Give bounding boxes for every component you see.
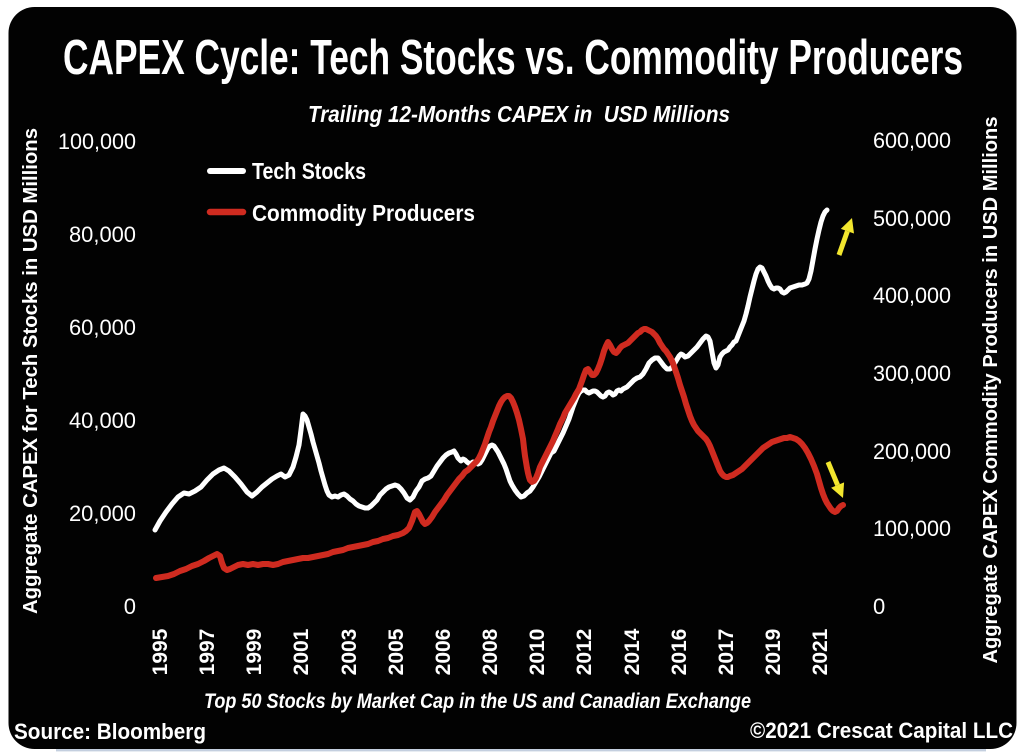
svg-text:400,000: 400,000 xyxy=(873,283,951,308)
svg-text:40,000: 40,000 xyxy=(69,408,136,433)
svg-text:©2021 Crescat Capital LLC: ©2021 Crescat Capital LLC xyxy=(750,718,1013,743)
svg-text:Top 50 Stocks by Market Cap in: Top 50 Stocks by Market Cap in the US an… xyxy=(204,690,751,713)
svg-text:100,000: 100,000 xyxy=(873,516,951,541)
svg-text:2014: 2014 xyxy=(621,628,644,675)
svg-text:200,000: 200,000 xyxy=(873,439,951,464)
svg-text:CAPEX Cycle: Tech Stocks vs. C: CAPEX Cycle: Tech Stocks vs. Commodity P… xyxy=(63,31,963,85)
svg-text:300,000: 300,000 xyxy=(873,361,951,386)
svg-text:2012: 2012 xyxy=(573,629,596,676)
svg-text:Source: Bloomberg: Source: Bloomberg xyxy=(14,719,206,744)
svg-text:Aggregate CAPEX for Tech Stock: Aggregate CAPEX for Tech Stocks in USD M… xyxy=(20,128,42,614)
svg-text:20,000: 20,000 xyxy=(69,501,136,526)
svg-text:1995: 1995 xyxy=(149,628,172,675)
svg-text:500,000: 500,000 xyxy=(873,206,951,231)
svg-text:Trailing 12-Months CAPEX in U: Trailing 12-Months CAPEX in USD Millions xyxy=(308,101,730,127)
svg-text:2021: 2021 xyxy=(809,628,832,675)
svg-text:2010: 2010 xyxy=(526,629,549,676)
svg-text:2019: 2019 xyxy=(762,629,785,676)
svg-text:2017: 2017 xyxy=(715,629,738,676)
svg-text:100,000: 100,000 xyxy=(58,129,136,154)
svg-text:Tech Stocks: Tech Stocks xyxy=(252,158,366,184)
svg-text:1999: 1999 xyxy=(243,629,266,676)
svg-text:2006: 2006 xyxy=(432,629,455,676)
svg-text:600,000: 600,000 xyxy=(873,128,951,153)
svg-text:Commodity Producers: Commodity Producers xyxy=(252,200,475,226)
svg-text:2005: 2005 xyxy=(385,628,408,675)
svg-text:Aggregate CAPEX Commodity Prod: Aggregate CAPEX Commodity Producers in U… xyxy=(980,117,1002,664)
svg-text:1997: 1997 xyxy=(196,629,219,676)
svg-text:60,000: 60,000 xyxy=(69,315,136,340)
svg-text:2001: 2001 xyxy=(290,628,313,675)
svg-text:0: 0 xyxy=(124,594,136,619)
svg-text:2016: 2016 xyxy=(668,629,691,676)
svg-text:80,000: 80,000 xyxy=(69,222,136,247)
svg-text:2008: 2008 xyxy=(479,628,502,675)
svg-text:2003: 2003 xyxy=(338,629,361,676)
svg-text:0: 0 xyxy=(873,594,885,619)
